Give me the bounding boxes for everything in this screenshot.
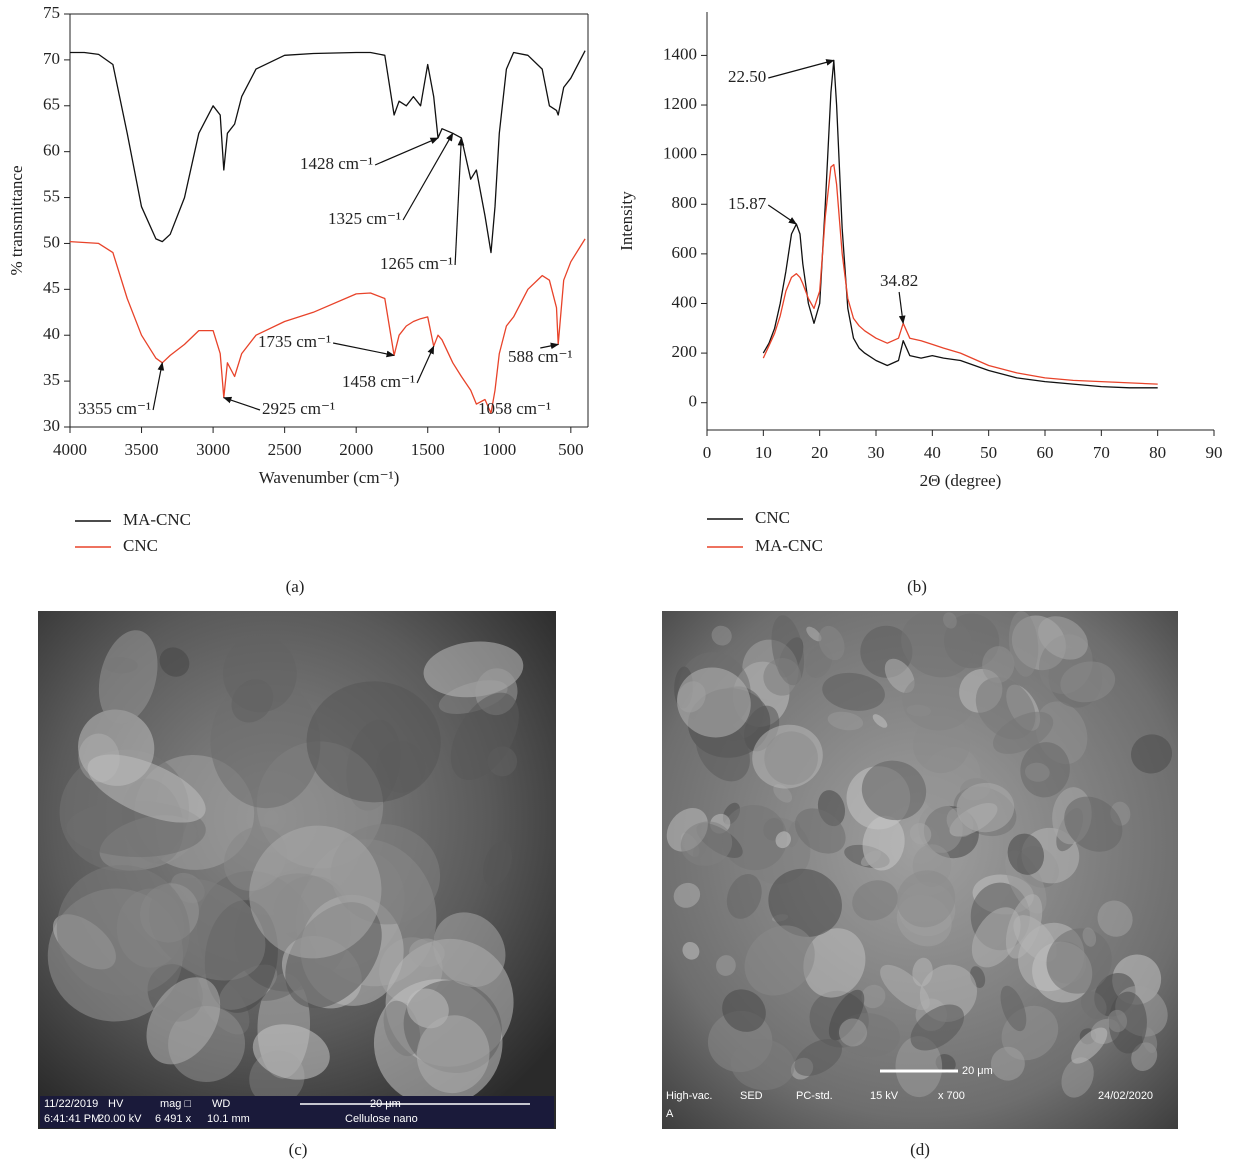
x-tick-label: 3000 (196, 440, 230, 459)
annotation: 1265 cm⁻¹ (380, 254, 453, 273)
image-info: 10.1 mm (207, 1113, 250, 1125)
series-line (763, 60, 1157, 387)
annotation-arrow (417, 346, 434, 383)
x-tick-label: 70 (1093, 443, 1110, 462)
sem-image: High-vac. SED PC-std. 15 kV x 700 24/02/2020 A… (658, 598, 1178, 1129)
y-tick-label: 50 (43, 232, 60, 251)
annotation: 15.87 (728, 194, 767, 213)
annotation-arrow (768, 205, 796, 224)
image-info: Cellulose nano (345, 1113, 418, 1125)
panel-label: (b) (907, 577, 927, 596)
y-tick-label: 1400 (663, 44, 697, 63)
y-tick-label: 75 (43, 3, 60, 22)
x-axis-label: Wavenumber (cm⁻¹) (259, 468, 400, 487)
y-tick-label: 35 (43, 370, 60, 389)
x-tick-label: 1000 (482, 440, 516, 459)
annotation-arrow (455, 138, 461, 265)
x-tick-label: 2500 (268, 440, 302, 459)
y-tick-label: 60 (43, 141, 60, 160)
x-tick-label: 2000 (339, 440, 373, 459)
image-info: 6 491 x (155, 1113, 192, 1125)
image-info: WD (212, 1098, 230, 1110)
image-info: mag □ (160, 1098, 191, 1110)
image-info: 24/02/2020 (1098, 1090, 1153, 1102)
figure: 11/22/2019 6:41:41 PM HV 20.00 kV mag □ 6 491… (0, 0, 1234, 1164)
y-tick-label: 1000 (663, 144, 697, 163)
image-info: PC-std. (796, 1090, 833, 1102)
y-tick-label: 200 (672, 342, 698, 361)
annotation: 2925 cm⁻¹ (262, 399, 335, 418)
annotation-arrow (768, 60, 834, 78)
legend-label: MA-CNC (755, 536, 823, 555)
image-info: 20 μm (962, 1065, 993, 1077)
y-tick-label: 800 (672, 193, 698, 212)
y-tick-label: 0 (689, 392, 698, 411)
y-axis-label: Intensity (617, 191, 636, 251)
image-info: 20 μm (370, 1098, 401, 1110)
x-tick-label: 20 (811, 443, 828, 462)
annotation-arrow (899, 292, 903, 323)
x-axis-label: 2Θ (degree) (920, 471, 1002, 490)
x-tick-label: 90 (1206, 443, 1223, 462)
sem-image: 11/22/2019 6:41:41 PM HV 20.00 kV mag □ 6 491… (30, 611, 556, 1129)
annotation-arrow (403, 133, 453, 220)
annotation: 588 cm⁻¹ (508, 347, 573, 366)
image-info: x 700 (938, 1090, 965, 1102)
x-tick-label: 50 (980, 443, 997, 462)
image-info: 15 kV (870, 1090, 899, 1102)
y-tick-label: 40 (43, 324, 60, 343)
x-tick-label: 4000 (53, 440, 87, 459)
x-tick-label: 3500 (125, 440, 159, 459)
y-tick-label: 70 (43, 49, 60, 68)
annotation: 3355 cm⁻¹ (78, 399, 151, 418)
y-axis-label: % transmittance (7, 166, 26, 276)
x-tick-label: 10 (755, 443, 772, 462)
annotation-arrow (333, 343, 394, 355)
annotation-arrow (224, 398, 260, 410)
panel-label: (d) (910, 1140, 930, 1159)
image-info: 6:41:41 PM (44, 1113, 100, 1125)
y-tick-label: 30 (43, 416, 60, 435)
x-tick-label: 1500 (411, 440, 445, 459)
panel-label: (a) (286, 577, 305, 596)
panel-label: (c) (289, 1140, 308, 1159)
y-tick-label: 45 (43, 278, 60, 297)
image-info: 20.00 kV (98, 1113, 142, 1125)
image-info: SED (740, 1090, 763, 1102)
annotation: 1058 cm⁻¹ (478, 399, 551, 418)
image-info: 11/22/2019 (44, 1098, 98, 1110)
annotation: 1735 cm⁻¹ (258, 332, 331, 351)
legend-label: CNC (123, 536, 158, 555)
series-line (70, 239, 585, 413)
series-line (763, 165, 1157, 385)
image-info: HV (108, 1098, 124, 1110)
y-tick-label: 55 (43, 186, 60, 205)
image-info: A (666, 1108, 674, 1120)
y-tick-label: 400 (672, 292, 698, 311)
y-tick-label: 1200 (663, 94, 697, 113)
annotation: 1428 cm⁻¹ (300, 154, 373, 173)
x-tick-label: 30 (868, 443, 885, 462)
image-info: High-vac. (666, 1090, 712, 1102)
x-tick-label: 40 (924, 443, 941, 462)
annotation: 1458 cm⁻¹ (342, 372, 415, 391)
legend-label: MA-CNC (123, 510, 191, 529)
annotation-arrow (153, 363, 162, 410)
legend-label: CNC (755, 508, 790, 527)
annotation: 34.82 (880, 271, 918, 290)
x-tick-label: 60 (1037, 443, 1054, 462)
x-tick-label: 80 (1149, 443, 1166, 462)
x-tick-label: 0 (703, 443, 712, 462)
annotation: 1325 cm⁻¹ (328, 209, 401, 228)
y-tick-label: 65 (43, 95, 60, 114)
y-tick-label: 600 (672, 243, 698, 262)
annotation: 22.50 (728, 67, 766, 86)
annotation-arrow (375, 138, 438, 165)
x-tick-label: 500 (558, 440, 584, 459)
